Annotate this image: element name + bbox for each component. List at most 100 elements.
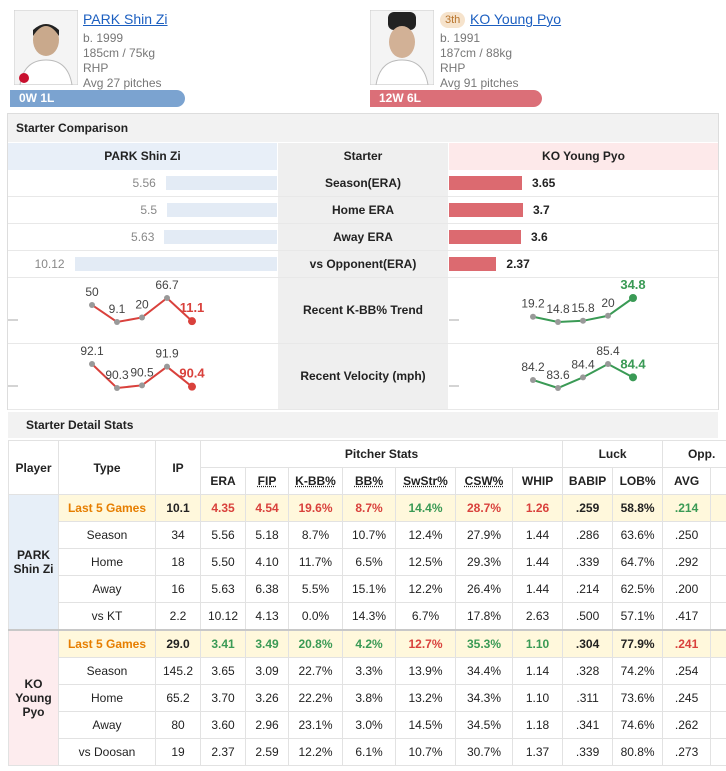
trend-label: 84.2 <box>521 360 545 374</box>
stat-cell: 27.9% <box>455 521 513 549</box>
stats-row: Home 65.2 3.70 3.26 22.2% 3.8% 13.2% 34.3% 1.10.… <box>9 684 726 712</box>
stat-cell: 5.63 <box>200 575 246 603</box>
stat-cell: 1.44 <box>511 521 564 549</box>
stat-cell <box>710 548 726 576</box>
column-header: WHIP <box>511 467 564 495</box>
stat-cell: .214 <box>662 494 712 522</box>
type-cell: Home <box>58 548 156 576</box>
trend-point <box>188 317 196 326</box>
section-title: Starter Comparison <box>8 114 718 142</box>
stat-cell: 58.8% <box>612 494 664 522</box>
stat-cell: .304 <box>562 629 614 658</box>
trend-label: 50 <box>85 285 99 299</box>
stat-cell: 3.70 <box>200 684 246 712</box>
trend-point <box>164 363 170 370</box>
stat-cell: 2.63 <box>511 602 564 631</box>
stat-cell: 29.0 <box>155 629 201 658</box>
stat-cell: 19.6% <box>288 494 343 522</box>
group-header: Luck <box>562 440 664 468</box>
column-header: CSW% <box>455 467 513 495</box>
era-bar <box>449 176 522 190</box>
stat-cell: 28.7% <box>455 494 513 522</box>
stat-cell <box>710 602 726 631</box>
row-line <box>8 277 718 278</box>
trend-label: 20 <box>601 296 615 310</box>
player-name[interactable]: PARK Shin Zi <box>83 11 168 27</box>
era-bar <box>164 230 277 244</box>
row-line <box>8 223 718 224</box>
row-label: Recent Velocity (mph) <box>278 344 448 409</box>
trend-label: 92.1 <box>80 344 104 358</box>
stat-cell: 29.3% <box>455 548 513 576</box>
era-label: 10.12 <box>34 257 65 271</box>
stat-cell: 14.3% <box>342 602 396 631</box>
stat-cell: 5.56 <box>200 521 246 549</box>
player-hand: RHP <box>83 61 109 75</box>
trend-label: 9.1 <box>109 302 126 316</box>
stats-row: Away 80 3.60 2.96 23.1% 3.0% 14.5% 34.5% 1.18.34… <box>9 711 726 739</box>
era-bar <box>449 257 497 271</box>
player-born: b. 1991 <box>440 31 481 45</box>
stat-cell: 1.18 <box>511 711 564 739</box>
record-bar: 12W 6L <box>370 90 542 107</box>
player-photo <box>370 10 434 85</box>
player-hand: RHP <box>440 61 466 75</box>
type-cell: Season <box>58 657 156 685</box>
column-header: Starter <box>278 143 448 170</box>
stat-cell: 3.09 <box>245 657 289 685</box>
stat-cell: 11.7% <box>288 548 343 576</box>
trend-chart: 92.190.3 90.591.990.4 <box>8 344 205 391</box>
trend-label: 84.4 <box>571 357 595 371</box>
stat-cell: .262 <box>662 711 712 739</box>
stat-cell: 63.6% <box>612 521 664 549</box>
era-bar <box>449 230 521 244</box>
row-label: Away ERA <box>278 224 448 250</box>
trend-point <box>605 361 611 367</box>
type-cell: Last 5 Games <box>58 629 156 658</box>
era-bar <box>167 203 277 217</box>
stat-cell: 145.2 <box>155 657 201 685</box>
stat-cell: 1.10 <box>511 684 564 712</box>
stat-cell: 3.65 <box>200 657 246 685</box>
stat-cell: 35.3% <box>455 629 513 658</box>
stat-cell: 4.13 <box>245 602 289 631</box>
stat-cell: 26.4% <box>455 575 513 603</box>
stats-table: Player Type IP Pitcher Stats Luck Opp. ERA FIP K… <box>8 440 726 766</box>
stat-cell: 5.5% <box>288 575 343 603</box>
stat-cell: 17.8% <box>455 602 513 631</box>
player-cell: KO Young Pyo <box>8 629 59 766</box>
stat-cell: 1.10 <box>511 629 564 658</box>
player-name[interactable]: KO Young Pyo <box>470 11 562 27</box>
type-cell: Home <box>58 684 156 712</box>
stat-cell: 80 <box>155 711 201 739</box>
stat-cell: 34.4% <box>455 657 513 685</box>
row-label: Home ERA <box>278 197 448 223</box>
stat-cell: 3.8% <box>342 684 396 712</box>
column-header: BB% <box>342 467 396 495</box>
player-body: 185cm / 75kg <box>83 46 156 60</box>
stat-cell: 74.2% <box>612 657 664 685</box>
stat-cell: 1.44 <box>511 548 564 576</box>
trend-label: 90.3 <box>105 368 129 382</box>
trend-chart: 84.283.684.485.484.4 <box>449 344 646 391</box>
trend-label: 83.6 <box>546 368 570 382</box>
trend-point <box>555 385 561 391</box>
record-bar: 0W 1L <box>10 90 185 107</box>
stat-cell: 4.35 <box>200 494 246 522</box>
stat-cell: 13.2% <box>395 684 456 712</box>
stat-cell: 1.26 <box>511 494 564 522</box>
trend-label: 90.5 <box>130 365 154 379</box>
column-header <box>710 467 726 495</box>
column-header: Type <box>58 440 156 495</box>
type-cell: Away <box>58 575 156 603</box>
stats-row: Away 16 5.63 6.38 5.5% 15.1% 12.2% 26.4% 1.44.21… <box>9 575 726 603</box>
stat-cell <box>710 711 726 739</box>
trend-point <box>530 313 536 320</box>
stat-cell: .200 <box>662 575 712 603</box>
stats-row: Season 34 5.56 5.18 8.7% 10.7% 12.4% 27.9% 1.44.… <box>9 521 726 549</box>
header-row: Player Type IP Pitcher Stats Luck Opp. <box>8 440 726 495</box>
trend-point <box>555 319 561 325</box>
stat-cell: 16 <box>155 575 201 603</box>
trend-label: 15.8 <box>571 301 595 315</box>
type-cell: vs Doosan <box>58 738 156 766</box>
